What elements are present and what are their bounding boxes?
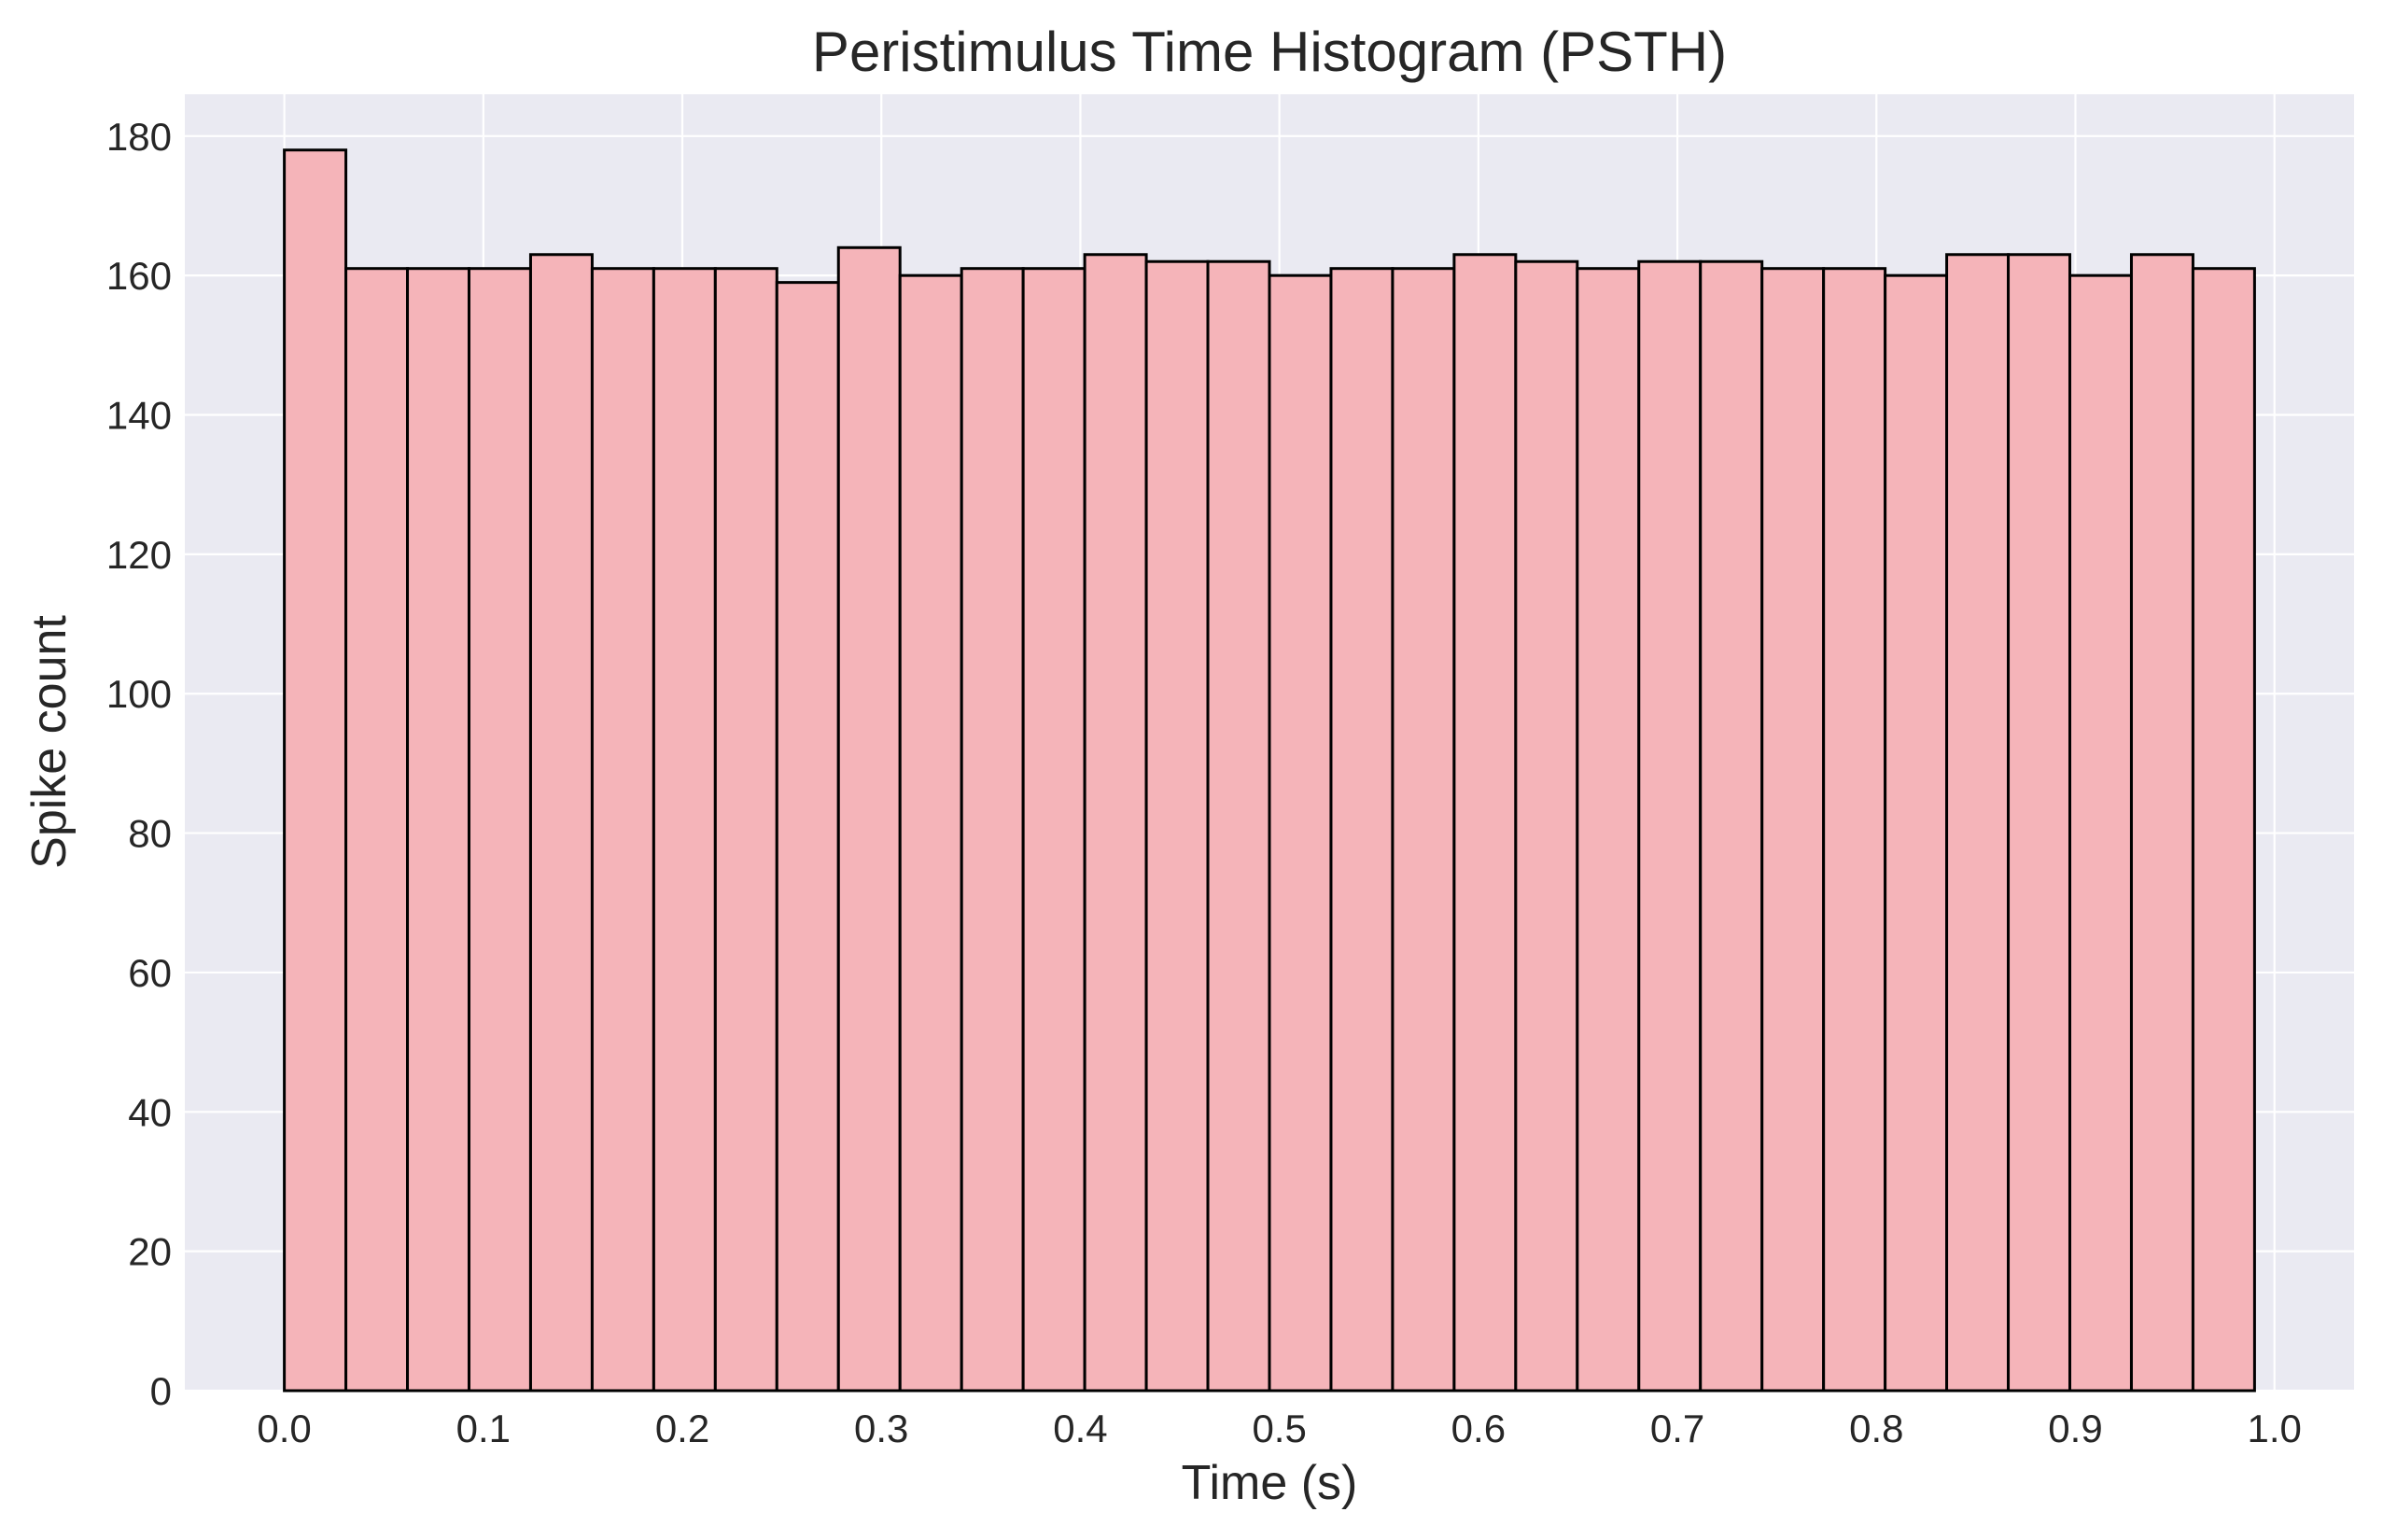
y-tick-label: 140 [106, 394, 172, 438]
histogram-bar [1144, 259, 1210, 1393]
histogram-bar [344, 267, 410, 1393]
y-axis-ticks: 0 20 40 60 80 100 120 140 160 180 [106, 115, 172, 1413]
histogram-bar [590, 267, 655, 1393]
y-tick-label: 120 [106, 533, 172, 577]
x-tick-label: 0.8 [1849, 1407, 1903, 1450]
histogram-bar [1452, 253, 1518, 1393]
y-tick-label: 160 [106, 254, 172, 298]
histogram-bar [652, 267, 717, 1393]
y-tick-label: 180 [106, 115, 172, 159]
x-tick-label: 0.7 [1650, 1407, 1704, 1450]
x-tick-label: 0.9 [2048, 1407, 2102, 1450]
histogram-bar [1514, 259, 1579, 1393]
x-tick-label: 0.2 [655, 1407, 709, 1450]
histogram-bar [836, 245, 902, 1393]
histogram-bars [283, 148, 2256, 1393]
x-tick-label: 0.0 [257, 1407, 311, 1450]
x-tick-label: 0.4 [1053, 1407, 1107, 1450]
y-tick-label: 80 [128, 812, 172, 856]
y-tick-label: 20 [128, 1230, 172, 1274]
histogram-bar [2068, 273, 2133, 1393]
histogram-bar [713, 267, 778, 1393]
y-tick-label: 60 [128, 951, 172, 995]
y-axis-label: Spike count [22, 615, 77, 869]
histogram-bar [467, 267, 532, 1393]
histogram-bar [406, 267, 470, 1393]
histogram-bar [1391, 267, 1456, 1393]
histogram-bar [283, 148, 348, 1393]
x-tick-label: 0.5 [1252, 1407, 1306, 1450]
histogram-bar [1206, 259, 1271, 1393]
y-tick-label: 40 [128, 1090, 172, 1134]
histogram-bar [775, 281, 840, 1393]
histogram-bar [960, 267, 1025, 1393]
histogram-bar [898, 273, 963, 1393]
histogram-bar [2129, 253, 2194, 1393]
histogram-bar [1329, 267, 1395, 1393]
histogram-bar [1021, 267, 1086, 1393]
x-tick-label: 0.3 [854, 1407, 908, 1450]
histogram-bar [1637, 259, 1703, 1393]
x-tick-label: 0.1 [456, 1407, 511, 1450]
y-tick-label: 0 [150, 1369, 172, 1413]
histogram-bar [1760, 267, 1826, 1393]
histogram-bar [528, 253, 594, 1393]
x-tick-label: 1.0 [2248, 1407, 2302, 1450]
chart-title: Peristimulus Time Histogram (PSTH) [812, 21, 1727, 83]
histogram-bar [1945, 253, 2011, 1393]
y-tick-label: 100 [106, 672, 172, 716]
x-axis-ticks: 0.0 0.1 0.2 0.3 0.4 0.5 0.6 0.7 0.8 0.9 1.0 [257, 1407, 2302, 1450]
histogram-bar [1576, 267, 1641, 1393]
x-tick-label: 0.6 [1451, 1407, 1506, 1450]
histogram-bar [1699, 259, 1764, 1393]
x-axis-label: Time (s) [1182, 1456, 1358, 1510]
histogram-bar [1083, 253, 1148, 1393]
histogram-bar [1268, 273, 1333, 1393]
histogram-bar [2007, 253, 2072, 1393]
histogram-bar [1884, 273, 1949, 1393]
histogram-bar [2191, 267, 2256, 1393]
histogram-bar [1822, 267, 1887, 1393]
